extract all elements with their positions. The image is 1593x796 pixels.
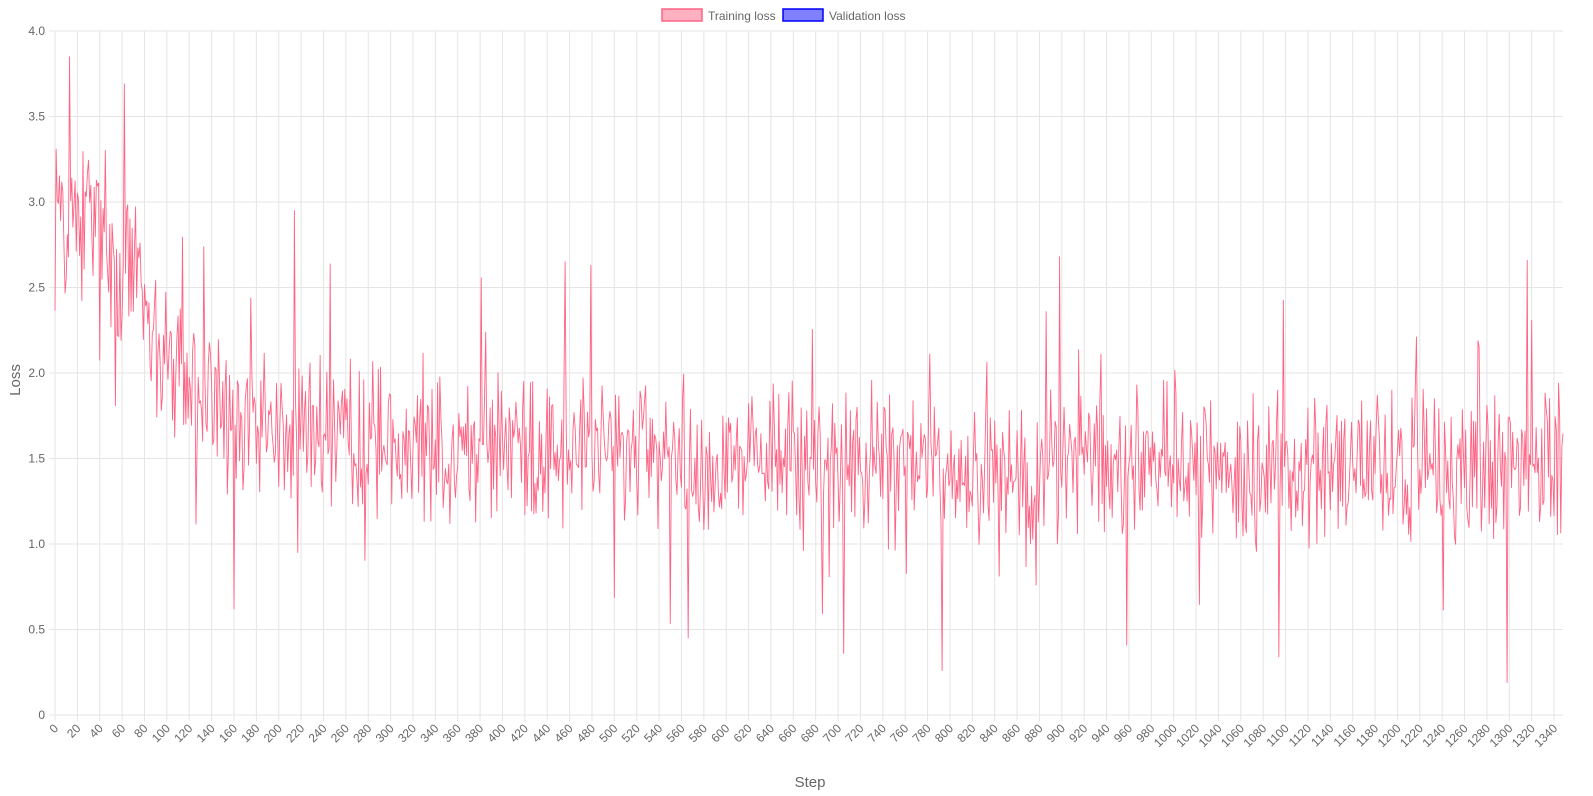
x-tick-label: 1340 [1531, 721, 1560, 750]
x-tick-label: 280 [350, 721, 374, 745]
x-tick-label: 520 [619, 721, 643, 745]
x-tick-label: 1020 [1173, 721, 1202, 750]
x-tick-label: 720 [843, 721, 867, 745]
x-tick-label: 560 [664, 721, 688, 745]
y-tick-label: 3.0 [28, 195, 45, 209]
y-tick-label: 2.0 [28, 366, 45, 380]
series-lines [54, 56, 1564, 683]
x-tick-label: 600 [708, 721, 732, 745]
x-tick-label: 400 [485, 721, 509, 745]
x-tick-label: 1260 [1442, 721, 1471, 750]
x-tick-label: 740 [865, 721, 889, 745]
x-tick-label: 1120 [1286, 721, 1314, 749]
x-axis-title: Step [795, 774, 826, 791]
y-tick-label: 1.0 [28, 537, 45, 551]
x-tick-label: 680 [798, 721, 822, 745]
x-tick-label: 240 [306, 721, 330, 745]
x-tick-label: 1080 [1241, 721, 1270, 750]
x-tick-label: 860 [999, 721, 1023, 745]
x-tick-label: 500 [596, 721, 620, 745]
legend-item-validation[interactable]: Validation loss [782, 8, 906, 23]
x-tick-label: 140 [194, 721, 218, 745]
x-tick-label: 220 [283, 721, 307, 745]
x-tick-label: 700 [820, 721, 844, 745]
x-tick-label: 900 [1044, 721, 1068, 745]
y-axis-title: Loss [7, 364, 24, 396]
x-tick-label: 960 [1111, 721, 1135, 745]
x-tick-label: 640 [753, 721, 777, 745]
validation-loss-swatch [782, 8, 824, 22]
x-tick-label: 340 [417, 721, 441, 745]
x-tick-label: 1160 [1331, 721, 1359, 749]
x-tick-label: 1180 [1353, 721, 1381, 749]
x-tick-label: 0 [46, 721, 61, 736]
x-tick-label: 200 [261, 721, 285, 745]
validation-loss-label: Validation loss [829, 9, 906, 23]
x-tick-label: 760 [887, 721, 911, 745]
training-loss-line [54, 56, 1564, 683]
x-tick-label: 1140 [1308, 721, 1336, 749]
x-tick-label: 80 [131, 721, 151, 741]
y-tick-label: 4.0 [28, 24, 45, 38]
x-tick-label: 660 [775, 721, 799, 745]
x-tick-label: 380 [462, 721, 486, 745]
x-tick-label: 1100 [1264, 721, 1292, 749]
x-tick-label: 360 [440, 721, 464, 745]
x-tick-label: 1040 [1196, 721, 1225, 750]
x-tick-label: 940 [1089, 721, 1113, 745]
x-tick-label: 540 [641, 721, 665, 745]
x-tick-label: 460 [552, 721, 576, 745]
x-tick-label: 440 [529, 721, 553, 745]
x-tick-label: 420 [507, 721, 531, 745]
x-tick-label: 620 [731, 721, 755, 745]
y-tick-label: 0.5 [28, 623, 45, 637]
legend[interactable]: Training loss Validation loss [661, 8, 906, 23]
training-loss-swatch [661, 8, 703, 22]
x-tick-label: 300 [373, 721, 397, 745]
x-tick-label: 1240 [1420, 721, 1449, 750]
grid-lines [49, 30, 1563, 721]
x-tick-label: 1220 [1397, 721, 1426, 750]
training-loss-label: Training loss [708, 9, 776, 23]
x-tick-label: 180 [238, 721, 262, 745]
x-tick-label: 160 [216, 721, 240, 745]
x-tick-label: 1320 [1509, 721, 1538, 750]
x-tick-label: 1200 [1375, 721, 1404, 750]
x-tick-label: 780 [910, 721, 934, 745]
y-tick-labels: 0 0.5 1.0 1.5 2.0 2.5 3.0 3.5 4.0 [28, 24, 45, 722]
x-tick-label: 840 [977, 721, 1001, 745]
x-tick-labels: 0 20 40 60 801001201401601802002202402602803… [46, 721, 1560, 750]
x-tick-label: 60 [109, 721, 129, 741]
x-tick-label: 100 [149, 721, 173, 745]
x-tick-label: 580 [686, 721, 710, 745]
y-tick-label: 0 [38, 708, 45, 722]
x-tick-label: 120 [171, 721, 195, 745]
x-tick-label: 880 [1022, 721, 1046, 745]
y-tick-label: 2.5 [28, 281, 45, 295]
x-tick-label: 1300 [1487, 721, 1516, 750]
x-tick-label: 20 [64, 721, 84, 741]
legend-item-training[interactable]: Training loss [661, 8, 776, 23]
x-tick-label: 820 [954, 721, 978, 745]
x-tick-label: 1060 [1218, 721, 1247, 750]
x-tick-label: 260 [328, 721, 352, 745]
y-tick-label: 1.5 [28, 452, 45, 466]
x-tick-label: 40 [87, 721, 107, 741]
x-tick-label: 800 [932, 721, 956, 745]
x-tick-label: 1280 [1464, 721, 1493, 750]
x-tick-label: 920 [1066, 721, 1090, 745]
x-tick-label: 480 [574, 721, 598, 745]
x-tick-label: 1000 [1151, 721, 1180, 750]
y-tick-label: 3.5 [28, 110, 45, 124]
x-tick-label: 320 [395, 721, 419, 745]
